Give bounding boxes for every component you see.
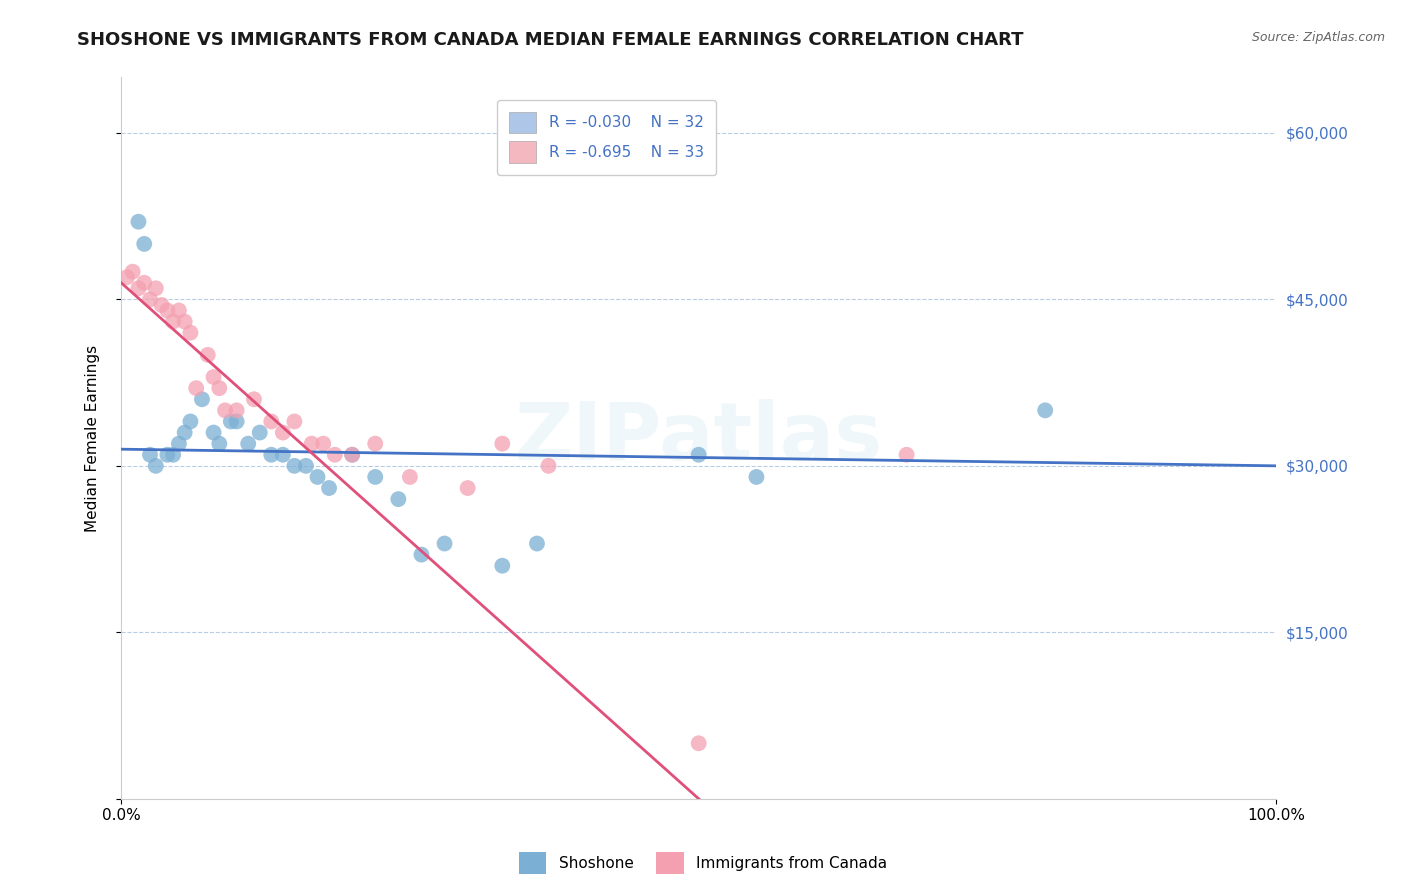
Point xyxy=(197,348,219,362)
Point xyxy=(260,414,283,428)
Point xyxy=(139,293,162,307)
Point xyxy=(150,298,173,312)
Point xyxy=(295,458,318,473)
Point xyxy=(225,414,247,428)
Point xyxy=(179,326,201,340)
Point xyxy=(202,370,225,384)
Point xyxy=(307,470,329,484)
Legend: R = -0.030    N = 32, R = -0.695    N = 33: R = -0.030 N = 32, R = -0.695 N = 33 xyxy=(496,100,716,175)
Point xyxy=(145,458,167,473)
Point xyxy=(340,448,363,462)
Point xyxy=(145,281,167,295)
Point xyxy=(387,492,409,507)
Point xyxy=(243,392,266,407)
Point xyxy=(312,436,335,450)
Point xyxy=(526,536,548,550)
Point xyxy=(896,448,918,462)
Point xyxy=(156,448,179,462)
Point xyxy=(214,403,236,417)
Point xyxy=(411,548,433,562)
Point xyxy=(115,270,138,285)
Point xyxy=(173,315,195,329)
Point xyxy=(271,448,294,462)
Y-axis label: Median Female Earnings: Median Female Earnings xyxy=(86,344,100,532)
Point xyxy=(202,425,225,440)
Text: Source: ZipAtlas.com: Source: ZipAtlas.com xyxy=(1251,31,1385,45)
Point xyxy=(260,448,283,462)
Point xyxy=(162,315,184,329)
Point xyxy=(186,381,208,395)
Point xyxy=(167,303,190,318)
Text: SHOSHONE VS IMMIGRANTS FROM CANADA MEDIAN FEMALE EARNINGS CORRELATION CHART: SHOSHONE VS IMMIGRANTS FROM CANADA MEDIA… xyxy=(77,31,1024,49)
Point xyxy=(191,392,214,407)
Point xyxy=(238,436,260,450)
Point xyxy=(491,558,513,573)
Point xyxy=(162,448,184,462)
Point xyxy=(399,470,422,484)
Point xyxy=(225,403,247,417)
Point xyxy=(537,458,560,473)
Point xyxy=(318,481,340,495)
Point xyxy=(301,436,323,450)
Point xyxy=(364,436,387,450)
Point xyxy=(156,303,179,318)
Point xyxy=(167,436,190,450)
Point xyxy=(139,448,162,462)
Text: ZIPatlas: ZIPatlas xyxy=(515,399,883,477)
Point xyxy=(127,215,149,229)
Point xyxy=(179,414,201,428)
Point xyxy=(127,281,149,295)
Point xyxy=(364,470,387,484)
Point xyxy=(208,436,231,450)
Point xyxy=(457,481,479,495)
Point xyxy=(688,736,710,750)
Point xyxy=(121,265,143,279)
Point xyxy=(688,448,710,462)
Point xyxy=(173,425,195,440)
Point xyxy=(271,425,294,440)
Point xyxy=(1033,403,1056,417)
Point xyxy=(745,470,768,484)
Point xyxy=(208,381,231,395)
Point xyxy=(340,448,363,462)
Point xyxy=(219,414,242,428)
Point xyxy=(283,414,305,428)
Point xyxy=(433,536,456,550)
Point xyxy=(134,276,156,290)
Legend: Shoshone, Immigrants from Canada: Shoshone, Immigrants from Canada xyxy=(513,846,893,880)
Point xyxy=(323,448,346,462)
Point xyxy=(491,436,513,450)
Point xyxy=(249,425,271,440)
Point xyxy=(283,458,305,473)
Point xyxy=(134,236,156,251)
